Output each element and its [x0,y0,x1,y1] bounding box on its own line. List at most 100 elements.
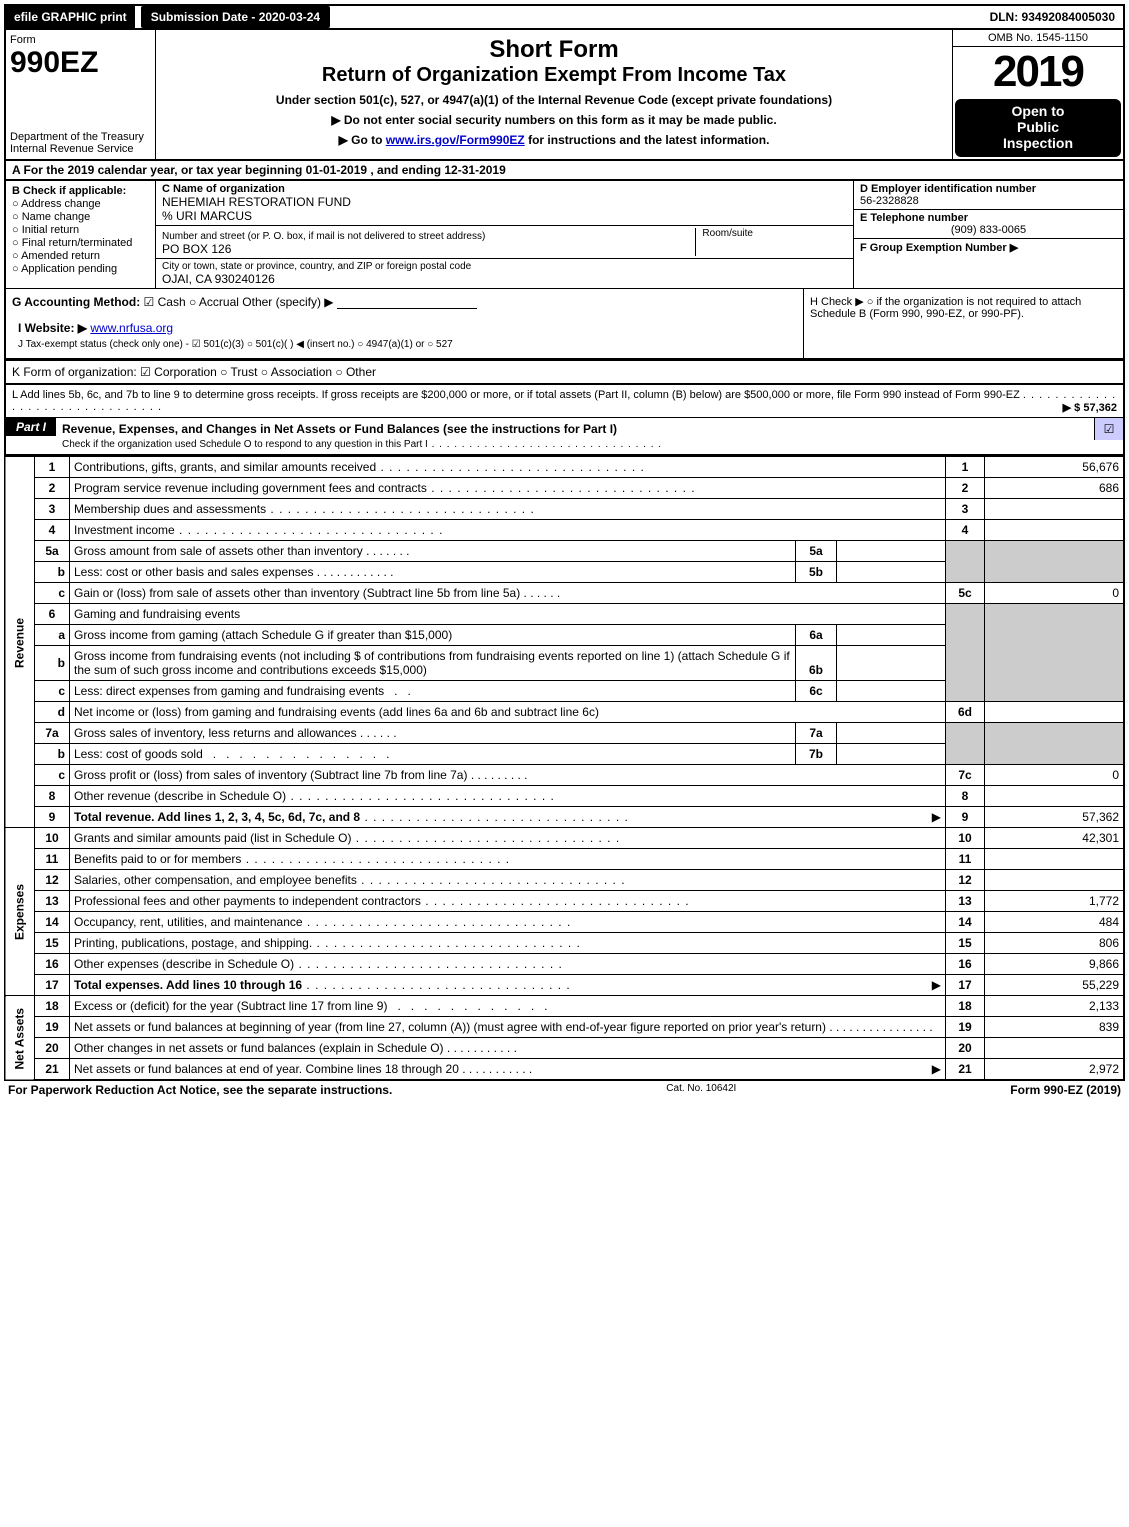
dln: DLN: 93492084005030 [982,6,1123,28]
l11-num: 11 [35,849,70,870]
l6a-mv [837,625,946,646]
l15-num: 15 [35,933,70,954]
city-label: City or town, state or province, country… [162,261,847,272]
l16-desc: Other expenses (describe in Schedule O) [74,957,294,971]
l21-num: 21 [35,1059,70,1081]
l5b-m: 5b [796,562,837,583]
group-exemption-cell: F Group Exemption Number ▶ [854,239,1123,256]
k-row: K Form of organization: ☑ Corporation ○ … [4,360,1125,385]
line-11: 11 Benefits paid to or for members 11 [5,849,1124,870]
part1-checkbox[interactable]: ☑ [1094,418,1123,440]
l9-arrow: ▶ [932,810,941,824]
l10-rnum: 10 [946,828,985,849]
l20-rnum: 20 [946,1038,985,1059]
row-a-tax-year: A For the 2019 calendar year, or tax yea… [4,161,1125,181]
submission-date: Submission Date - 2020-03-24 [141,6,330,28]
chk-initial-return[interactable]: Initial return [12,224,149,236]
l5c-num: c [35,583,70,604]
l8-desc: Other revenue (describe in Schedule O) [74,789,286,803]
chk-application-pending[interactable]: Application pending [12,263,149,275]
return-title: Return of Organization Exempt From Incom… [166,64,942,87]
omb-number: OMB No. 1545-1150 [953,30,1123,47]
open3: Inspection [955,135,1121,151]
l16-val: 9,866 [985,954,1125,975]
l10-desc: Grants and similar amounts paid (list in… [74,831,351,845]
section-expenses: Expenses [5,828,35,996]
chk-cash[interactable]: Cash [144,295,186,309]
l5b-num: b [35,562,70,583]
l7a-m: 7a [796,723,837,744]
group-exemption-label: F Group Exemption Number ▶ [860,242,1018,254]
l5b-mv [837,562,946,583]
l6a-m: 6a [796,625,837,646]
line-15: 15 Printing, publications, postage, and … [5,933,1124,954]
l6d-rnum: 6d [946,702,985,723]
website-label: I Website: ▶ [18,321,87,335]
care-of: % URI MARCUS [162,209,847,223]
h-schedule-b: H Check ▶ ○ if the organization is not r… [803,289,1123,358]
street-label: Number and street (or P. O. box, if mail… [162,231,485,242]
l7b-num: b [35,744,70,765]
part1-title: Revenue, Expenses, and Changes in Net As… [62,422,617,436]
l14-desc: Occupancy, rent, utilities, and maintena… [74,915,303,929]
l19-desc: Net assets or fund balances at beginning… [74,1020,826,1034]
l20-desc: Other changes in net assets or fund bala… [74,1041,444,1055]
l3-rnum: 3 [946,499,985,520]
l21-arrow: ▶ [932,1062,941,1076]
l5b-desc: Less: cost or other basis and sales expe… [74,565,313,579]
l5c-val: 0 [985,583,1125,604]
l5c-rnum: 5c [946,583,985,604]
irs-link[interactable]: www.irs.gov/Form990EZ [386,133,525,147]
l4-desc: Investment income [74,523,175,537]
chk-address-change[interactable]: Address change [12,198,149,210]
department: Department of the Treasury Internal Reve… [10,131,151,155]
l6b-num: b [35,646,70,681]
l10-num: 10 [35,828,70,849]
l15-desc: Printing, publications, postage, and shi… [74,936,312,950]
chk-name-change[interactable]: Name change [12,211,149,223]
other-specify[interactable]: Other (specify) ▶ [242,295,333,309]
cat-no: Cat. No. 10642I [666,1083,736,1097]
l7c-num: c [35,765,70,786]
website-row: I Website: ▶ www.nrfusa.org [12,319,797,337]
l6-num: 6 [35,604,70,625]
open-to-public: Open to Public Inspection [955,99,1121,157]
l9-val: 57,362 [985,807,1125,828]
l8-val [985,786,1125,807]
section-revenue: Revenue [5,457,35,828]
line-5c: c Gain or (loss) from sale of assets oth… [5,583,1124,604]
l6c-num: c [35,681,70,702]
tel-label: E Telephone number [860,212,1117,224]
l10-val: 42,301 [985,828,1125,849]
l18-val: 2,133 [985,996,1125,1017]
goto-post: for instructions and the latest informat… [525,133,770,147]
chk-amended-return[interactable]: Amended return [12,250,149,262]
open2: Public [955,119,1121,135]
l6d-val [985,702,1125,723]
org-name: NEHEMIAH RESTORATION FUND [162,195,847,209]
website-link[interactable]: www.nrfusa.org [90,321,173,335]
l18-rnum: 18 [946,996,985,1017]
l6b-m: 6b [796,646,837,681]
l17-desc: Total expenses. Add lines 10 through 16 [74,978,302,992]
l14-num: 14 [35,912,70,933]
line-4: 4 Investment income 4 [5,520,1124,541]
line-16: 16 Other expenses (describe in Schedule … [5,954,1124,975]
l6d-num: d [35,702,70,723]
ein-cell: D Employer identification number 56-2328… [854,181,1123,210]
l21-rnum: 21 [946,1059,985,1081]
box-right: D Employer identification number 56-2328… [853,181,1123,288]
l8-num: 8 [35,786,70,807]
part1-desc: Revenue, Expenses, and Changes in Net As… [56,418,1094,454]
chk-accrual[interactable]: Accrual [189,295,239,309]
line-21: 21 Net assets or fund balances at end of… [5,1059,1124,1081]
page-footer: For Paperwork Reduction Act Notice, see … [4,1081,1125,1099]
l19-val: 839 [985,1017,1125,1038]
chk-final-return[interactable]: Final return/terminated [12,237,149,249]
l9-num: 9 [35,807,70,828]
efile-print[interactable]: efile GRAPHIC print [6,6,135,28]
other-specify-line[interactable] [337,296,477,309]
l6c-mv [837,681,946,702]
l4-rnum: 4 [946,520,985,541]
line-8: 8 Other revenue (describe in Schedule O)… [5,786,1124,807]
